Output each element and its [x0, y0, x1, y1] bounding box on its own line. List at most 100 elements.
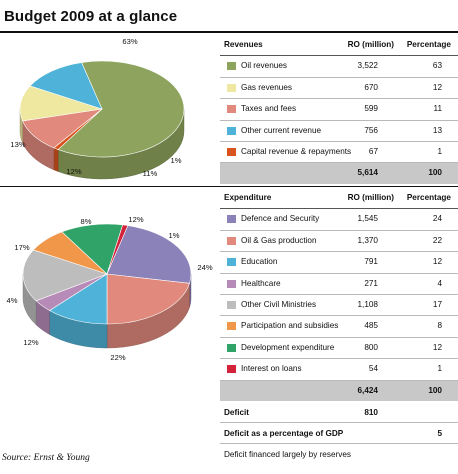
table-row: Defence and Security 1,545 24	[220, 209, 458, 231]
table-total-row: 5,614 100	[220, 163, 458, 184]
page-title: Budget 2009 at a glance	[4, 8, 178, 25]
row-percentage: 13	[432, 125, 442, 135]
source-credit: Source: Ernst & Young	[2, 453, 90, 463]
row-ro: 800	[364, 342, 378, 352]
table-row: Other Civil Ministries 1,108 17	[220, 295, 458, 317]
legend-swatch	[227, 105, 236, 114]
table-row: Interest on loans 54 1	[220, 359, 458, 381]
deficit-row: Deficit 810	[220, 402, 458, 423]
table-header: Expenditure RO (million) Percentage	[220, 188, 458, 210]
pie-slice-label: 11%	[143, 169, 158, 178]
legend-swatch	[227, 365, 236, 374]
total-ro: 5,614	[357, 168, 379, 178]
pie-slice-label: 63%	[122, 37, 137, 46]
pie-slice-label: 12%	[66, 167, 81, 176]
pie-slice-label: 8%	[81, 217, 92, 226]
pie-slice-label: 22%	[110, 353, 125, 362]
row-percentage: 1	[437, 146, 442, 156]
pie-slice-other-current-revenue	[29, 62, 103, 110]
row-label: Gas revenues	[241, 82, 292, 92]
total-percentage: 100	[428, 168, 442, 178]
deficit-label: Deficit	[224, 408, 250, 417]
legend-swatch	[227, 147, 236, 156]
table-row: Education 791 12	[220, 252, 458, 274]
row-percentage: 12	[432, 342, 442, 352]
row-ro: 271	[364, 278, 378, 288]
total-percentage: 100	[428, 385, 442, 395]
row-ro: 54	[368, 364, 378, 374]
pie-slice-education	[48, 273, 108, 325]
deficit-gdp-label: Deficit as a percentage of GDP	[224, 429, 344, 438]
legend-swatch	[227, 62, 236, 71]
deficit-table: Deficit 810 Deficit as a percentage of G…	[220, 402, 458, 464]
title-rule	[0, 31, 458, 33]
deficit-gdp-row: Deficit as a percentage of GDP 5	[220, 423, 458, 444]
row-ro: 670	[364, 82, 378, 92]
row-label: Healthcare	[241, 278, 281, 288]
row-label: Participation and subsidies	[241, 321, 339, 331]
row-ro: 599	[364, 104, 378, 114]
pie-slice-label: 17%	[14, 243, 29, 252]
pie-slice-other-civil-ministries	[22, 249, 108, 302]
legend-swatch	[227, 300, 236, 309]
row-ro: 756	[364, 125, 378, 135]
row-label: Education	[241, 257, 278, 267]
revenues-table: Revenues RO (million) Percentage Oil rev…	[220, 35, 458, 184]
table-row: Oil revenues 3,522 63	[220, 56, 458, 78]
row-ro: 791	[364, 257, 378, 267]
revenues-pie-chart: 63% 1% 11% 12% 13%	[10, 37, 185, 180]
expenditure-pie-chart: 24% 22% 12% 4% 17% 8% 12% 1%	[7, 215, 213, 362]
header-label: Expenditure	[224, 193, 272, 202]
row-percentage: 24	[432, 214, 442, 224]
row-ro: 67	[368, 146, 378, 156]
pie-slice-interest-on-loans	[106, 224, 129, 275]
row-label: Development expenditure	[241, 342, 335, 352]
row-ro: 1,545	[357, 214, 379, 224]
row-percentage: 17	[432, 299, 442, 309]
row-percentage: 63	[432, 61, 442, 71]
table-row: Taxes and fees 599 11	[220, 99, 458, 121]
row-ro: 485	[364, 321, 378, 331]
table-header: Revenues RO (million) Percentage	[220, 35, 458, 57]
pie-slice-label: 12%	[23, 338, 38, 347]
legend-swatch	[227, 215, 236, 224]
pie-slice-development-expenditure	[61, 223, 124, 275]
row-ro: 1,108	[357, 299, 379, 309]
table-total-row: 6,424 100	[220, 380, 458, 401]
table-row: Development expenditure 800 12	[220, 338, 458, 360]
row-label: Capital revenue & repayments	[241, 146, 352, 156]
legend-swatch	[227, 126, 236, 135]
header-percentage: Percentage	[406, 193, 451, 202]
row-label: Oil revenues	[241, 61, 287, 71]
legend-swatch	[227, 279, 236, 288]
expenditure-table: Expenditure RO (million) Percentage Defe…	[220, 188, 458, 401]
deficit-gdp-value: 5	[437, 429, 442, 438]
row-percentage: 22	[432, 235, 442, 245]
pie-slice-label: 13%	[10, 140, 25, 149]
header-percentage: Percentage	[406, 40, 451, 49]
row-label: Defence and Security	[241, 214, 320, 224]
row-percentage: 12	[432, 257, 442, 267]
legend-swatch	[227, 322, 236, 331]
pie-slice-label: 24%	[197, 263, 212, 272]
row-percentage: 8	[437, 321, 442, 331]
row-label: Other Civil Ministries	[241, 299, 317, 309]
pie-slice-gas-revenues	[19, 85, 103, 122]
table-row: Healthcare 271 4	[220, 274, 458, 295]
row-ro: 3,522	[357, 61, 379, 71]
pie-slice-label: 4%	[7, 296, 18, 305]
pie-slice-label: 1%	[171, 156, 182, 165]
pie-slice-oil-revenues	[57, 60, 185, 158]
pie-slice-label: 1%	[169, 231, 180, 240]
row-ro: 1,370	[357, 235, 379, 245]
pie-side-wall	[53, 147, 59, 172]
table-row: Other current revenue 756 13	[220, 121, 458, 142]
header-label: Revenues	[224, 40, 263, 49]
row-label: Taxes and fees	[241, 104, 297, 114]
header-ro: RO (million)	[347, 193, 394, 202]
legend-swatch	[227, 236, 236, 245]
table-row: Capital revenue & repayments 67 1	[220, 142, 458, 164]
header-ro: RO (million)	[347, 40, 394, 49]
row-percentage: 1	[437, 364, 442, 374]
total-ro: 6,424	[357, 385, 379, 395]
